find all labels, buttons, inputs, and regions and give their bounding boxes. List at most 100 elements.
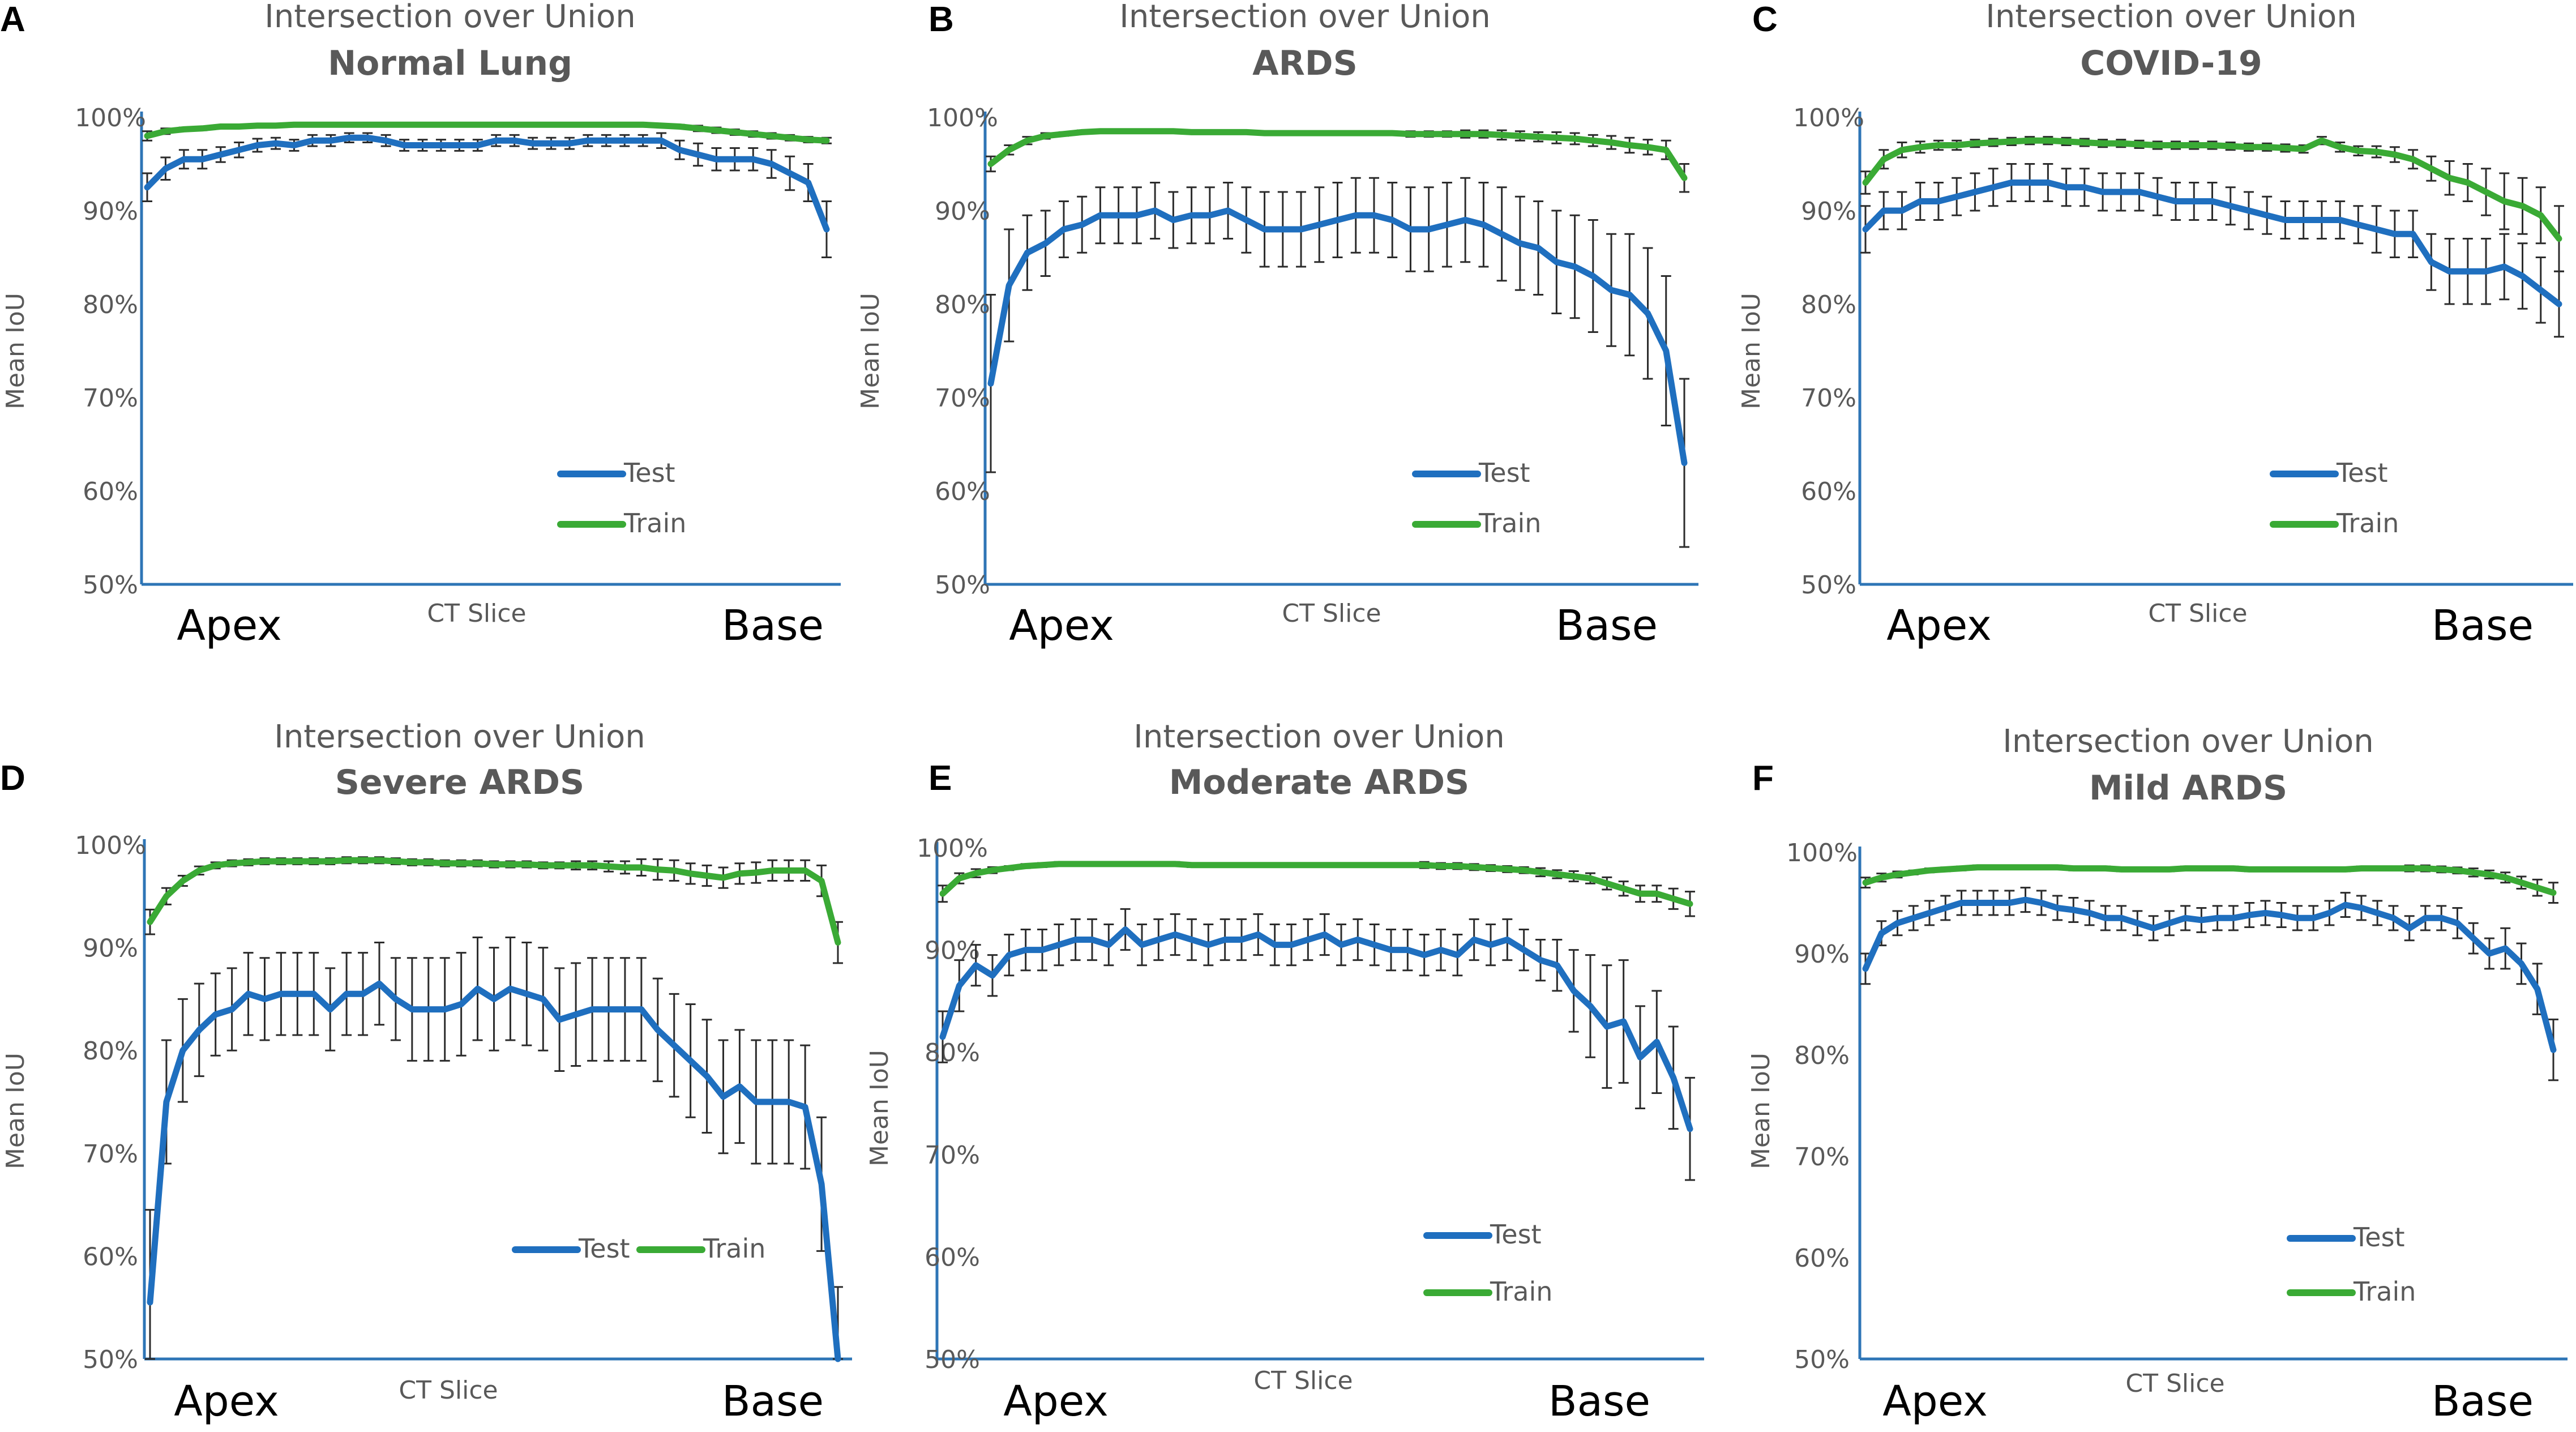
x-axis-title: CT Slice [427, 599, 526, 628]
legend: Test Train [1412, 458, 1541, 538]
panel-letter: D [0, 759, 25, 798]
series-test [145, 936, 843, 1362]
series-line-test [1862, 896, 2557, 1053]
series-line-test [147, 980, 841, 1362]
chart-panel-c: C Intersection over Union COVID-19 100% 90% 8… [1737, 0, 2573, 650]
y-tick-label: 80% [935, 290, 990, 319]
chart-panel-a: A Intersection over Union Normal Lung 100% 9… [0, 0, 841, 650]
x-end-label: Base [1548, 1377, 1650, 1426]
legend: Test Train [2270, 458, 2399, 538]
y-tick-label: 70% [1794, 1143, 1850, 1172]
series-train [145, 856, 843, 964]
x-start-label: Apex [1886, 601, 1992, 650]
legend-label-test: Test [2353, 1222, 2405, 1253]
series-train [938, 861, 1695, 917]
series-test [986, 177, 1689, 548]
y-tick-label: 90% [83, 934, 138, 963]
series-line-train [147, 857, 841, 946]
y-tick-label: 70% [83, 1140, 138, 1169]
y-tick-label: 60% [935, 477, 990, 506]
series-test [142, 132, 832, 258]
y-tick-label: 70% [925, 1141, 980, 1170]
legend-label-test: Test [1478, 458, 1530, 488]
y-tick-label: 90% [935, 197, 990, 226]
chart-title: Intersection over Union [1986, 0, 2356, 35]
panel-letter: F [1752, 759, 1774, 798]
x-end-label: Base [722, 601, 824, 650]
y-tick-label: 90% [925, 937, 980, 965]
legend-label-test: Test [623, 458, 675, 488]
legend-label-train: Train [2336, 508, 2399, 538]
series-test [1860, 163, 2564, 338]
x-start-label: Apex [1882, 1377, 1988, 1426]
y-tick-label: 50% [83, 1345, 138, 1374]
y-tick-label: 70% [83, 384, 138, 413]
y-tick-label: 100% [75, 831, 146, 860]
y-axis-title: Mean IoU [1737, 293, 1766, 409]
series-line-train [1862, 137, 2562, 242]
series-line-train [144, 121, 830, 144]
y-axis-title: Mean IoU [856, 293, 885, 409]
chart-title: Intersection over Union [1119, 0, 1490, 35]
y-tick-label: 80% [925, 1038, 980, 1067]
y-tick-label: 90% [1794, 940, 1850, 969]
panel-letter: A [0, 0, 25, 39]
chart-panel-b: B Intersection over Union ARDS 100% 90% 80% 70… [856, 0, 1698, 650]
y-tick-label: 50% [935, 571, 990, 600]
y-tick-label: 80% [1794, 1041, 1850, 1070]
panel-letter: B [928, 0, 954, 39]
y-axis-title: Mean IoU [1, 1053, 30, 1169]
chart-title: Intersection over Union [2002, 723, 2373, 760]
series-line-train [987, 128, 1688, 181]
y-tick-label: 60% [925, 1243, 980, 1272]
chart-title: Intersection over Union [274, 719, 645, 755]
chart-panel-d: D Intersection over Union Severe ARDS 100% 9… [0, 719, 852, 1426]
y-tick-label: 50% [925, 1345, 980, 1374]
y-tick-label: 100% [1786, 839, 1858, 867]
series-train [1860, 864, 2558, 904]
y-tick-label: 90% [1801, 197, 1856, 226]
legend-label-test: Test [2336, 458, 2388, 488]
panel-letter: E [928, 759, 952, 798]
chart-title: Intersection over Union [264, 0, 635, 35]
chart-subtitle: ARDS [1252, 44, 1358, 83]
y-tick-label: 70% [1801, 384, 1856, 413]
legend-label-train: Train [1478, 508, 1541, 538]
y-tick-label: 60% [1801, 477, 1856, 506]
x-start-label: Apex [1003, 1377, 1109, 1426]
chart-subtitle: Mild ARDS [2089, 768, 2287, 808]
x-axis-title: CT Slice [1253, 1366, 1353, 1395]
legend-label-train: Train [703, 1233, 765, 1264]
x-start-label: Apex [177, 601, 282, 650]
series-line-test [987, 207, 1688, 466]
x-axis-title: CT Slice [2125, 1369, 2224, 1398]
x-start-label: Apex [1009, 601, 1114, 650]
series-test [938, 908, 1695, 1181]
series-test [1860, 887, 2558, 1082]
chart-subtitle: Moderate ARDS [1169, 763, 1470, 802]
panel-letter: C [1752, 0, 1778, 39]
legend: Test Train [512, 1233, 765, 1264]
series-line-test [939, 926, 1693, 1132]
y-tick-label: 90% [83, 197, 138, 226]
x-axis-title: CT Slice [399, 1376, 498, 1405]
series-line-train [939, 861, 1693, 907]
y-tick-label: 60% [83, 477, 138, 506]
y-axis-title: Mean IoU [1747, 1053, 1775, 1169]
legend-label-train: Train [623, 508, 686, 538]
x-start-label: Apex [174, 1377, 279, 1426]
legend: Test Train [1423, 1219, 1552, 1307]
x-axis-title: CT Slice [1282, 599, 1381, 628]
chart-subtitle: Severe ARDS [335, 763, 585, 802]
legend-label-test: Test [578, 1233, 630, 1264]
series-train [986, 128, 1689, 193]
x-end-label: Base [1556, 601, 1658, 650]
y-tick-label: 100% [75, 104, 146, 132]
y-tick-label: 60% [83, 1242, 138, 1271]
chart-panel-e: E Intersection over Union Moderate ARDS 100… [865, 719, 1704, 1426]
y-tick-label: 100% [1793, 104, 1864, 132]
legend-label-test: Test [1490, 1219, 1542, 1250]
y-tick-label: 80% [83, 290, 138, 319]
y-axis-title: Mean IoU [1, 293, 30, 409]
x-end-label: Base [2432, 1377, 2534, 1426]
